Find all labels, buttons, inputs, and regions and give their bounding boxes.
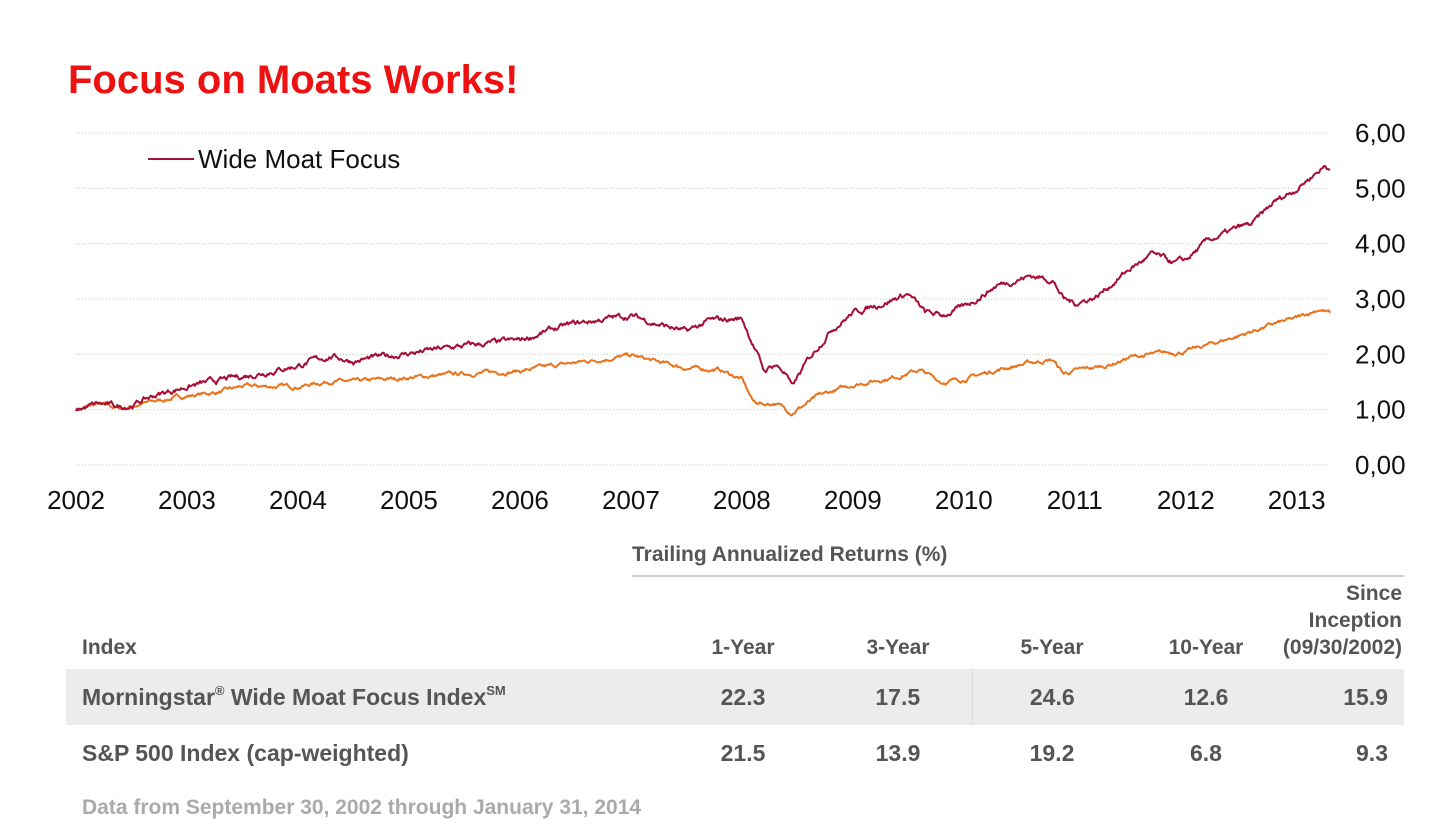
x-tick-label: 2002 [47, 485, 105, 515]
cell-1y: 22.3 [662, 669, 824, 725]
y-tick-label: 0,00 [1355, 450, 1406, 480]
since-line-2: Inception [1308, 609, 1402, 632]
legend: Wide Moat Focus [148, 144, 400, 174]
y-tick-label: 6,00 [1355, 118, 1406, 148]
footnote: Data from September 30, 2002 through Jan… [82, 796, 642, 819]
col-header-10y: 10-Year [1168, 636, 1244, 659]
y-tick-label: 3,00 [1355, 284, 1406, 314]
col-header-since-inception: Since Inception (09/30/2002) [1280, 580, 1404, 669]
series-lines [75, 164, 1331, 417]
y-tick-label: 1,00 [1355, 395, 1406, 425]
gridlines [76, 132, 1330, 466]
cell-10y: 6.8 [1190, 739, 1222, 766]
col-header-5y: 5-Year [1020, 636, 1084, 659]
x-tick-label: 2010 [935, 485, 993, 515]
returns-header-row: Index 1-Year 3-Year 5-Year 10-Year Since… [66, 580, 1404, 669]
cell-10y: 12.6 [1132, 669, 1280, 725]
cell-5y: 24.6 [972, 669, 1132, 725]
table-row: Morningstar® Wide Moat Focus IndexSM 22.… [66, 669, 1404, 725]
col-header-index: Index [82, 636, 137, 659]
table-row: S&P 500 Index (cap-weighted) 21.5 13.9 1… [66, 725, 1404, 781]
page-title: Focus on Moats Works! [68, 58, 519, 102]
cell-3y: 13.9 [875, 739, 921, 766]
legend-label-wide-moat: Wide Moat Focus [198, 144, 400, 174]
col-header-1y: 1-Year [711, 636, 775, 659]
y-tick-label: 5,00 [1355, 173, 1406, 203]
series-line [75, 164, 1331, 412]
x-tick-label: 2013 [1268, 485, 1326, 515]
x-tick-label: 2012 [1157, 485, 1215, 515]
col-header-3y: 3-Year [866, 636, 930, 659]
cell-3y: 17.5 [824, 669, 973, 725]
x-tick-label: 2006 [491, 485, 549, 515]
since-line-3: (09/30/2002) [1282, 636, 1402, 659]
cell-since: 15.9 [1280, 669, 1404, 725]
x-tick-label: 2007 [602, 485, 660, 515]
x-axis-ticks: 2002 2003 2004 2005 2006 2007 2008 2009 2010 2011… [47, 485, 1326, 515]
y-axis-ticks: 0,00 1,00 2,00 3,00 4,00 5,00 6,00 [1355, 118, 1406, 480]
y-tick-label: 4,00 [1355, 229, 1406, 259]
x-tick-label: 2005 [380, 485, 438, 515]
y-tick-label: 2,00 [1355, 339, 1406, 369]
x-tick-label: 2009 [824, 485, 882, 515]
row-label: S&P 500 Index (cap-weighted) [82, 739, 409, 766]
x-tick-label: 2003 [158, 485, 216, 515]
returns-table: Index 1-Year 3-Year 5-Year 10-Year Since… [66, 580, 1404, 781]
x-tick-label: 2011 [1047, 485, 1103, 515]
x-tick-label: 2008 [713, 485, 771, 515]
series-line [75, 309, 1331, 417]
row-label: Morningstar® Wide Moat Focus IndexSM [66, 669, 662, 725]
x-tick-label: 2004 [269, 485, 327, 515]
cell-1y: 21.5 [720, 739, 766, 766]
since-line-1: Since [1345, 582, 1402, 605]
returns-table-header: Trailing Annualized Returns (%) [632, 543, 1404, 577]
cell-5y: 19.2 [1029, 739, 1075, 766]
cell-since: 9.3 [1356, 739, 1388, 766]
line-chart: 0,001,002,003,004,005,006,00 2002 2003 200… [47, 118, 1406, 515]
